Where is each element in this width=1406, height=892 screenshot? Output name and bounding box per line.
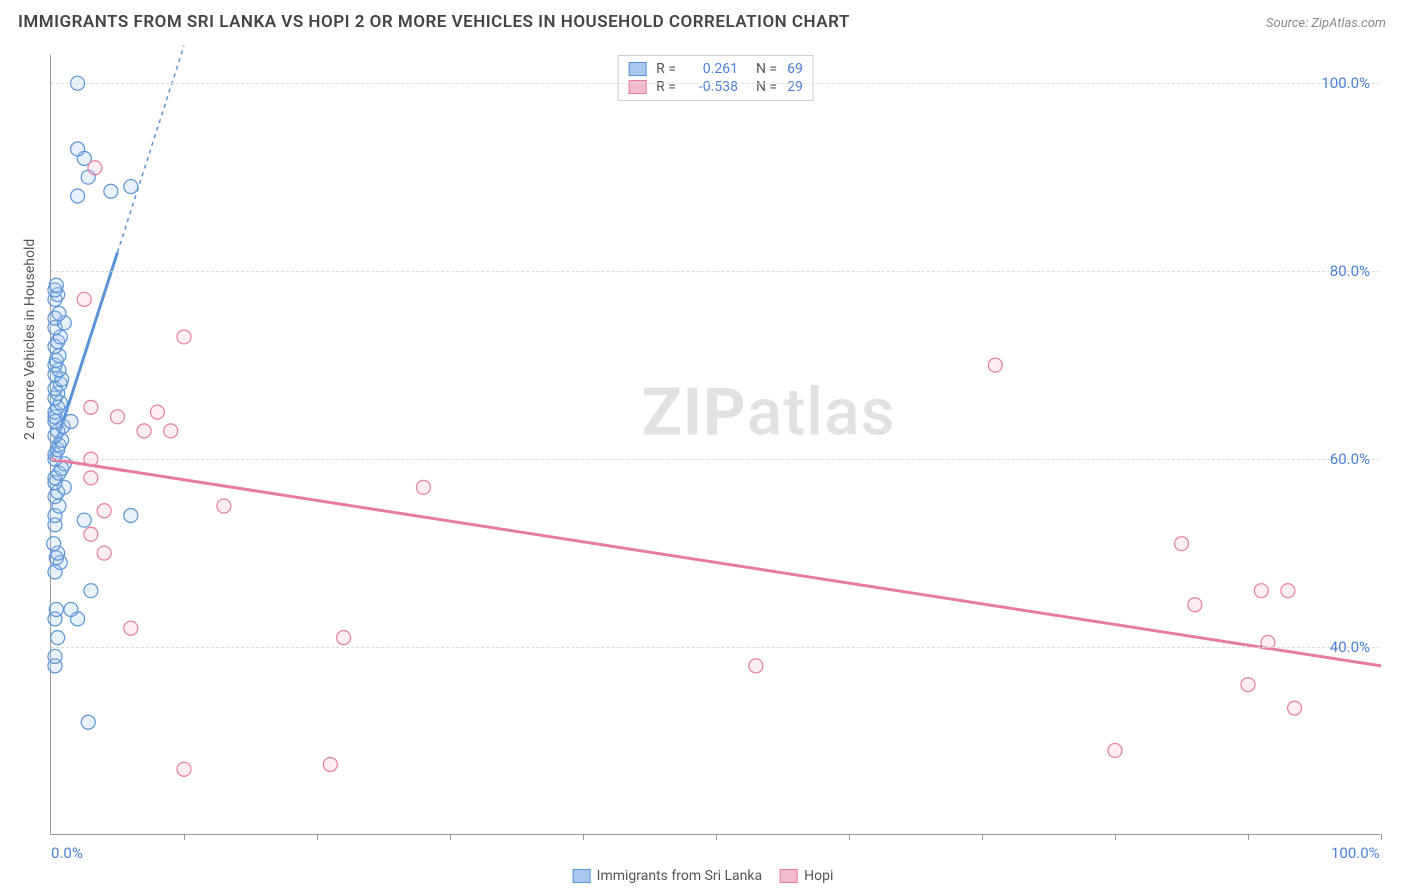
y-tick-label: 60.0% xyxy=(1330,450,1370,468)
legend-item: Immigrants from Sri Lanka xyxy=(573,868,762,884)
x-tick-label: 100.0% xyxy=(1331,844,1380,862)
legend-n-value: 29 xyxy=(787,79,803,95)
legend-n-value: 69 xyxy=(787,61,803,77)
legend-n-label: N = xyxy=(756,79,777,95)
data-point xyxy=(323,758,337,772)
data-point xyxy=(71,142,85,156)
y-axis-label: 2 or more Vehicles in Household xyxy=(22,239,38,440)
tick-v xyxy=(1248,834,1249,840)
data-point xyxy=(97,546,111,560)
data-point xyxy=(337,631,351,645)
data-point xyxy=(52,306,66,320)
data-point xyxy=(177,330,191,344)
legend-swatch xyxy=(628,62,646,76)
data-point xyxy=(1108,743,1122,757)
gridline-h xyxy=(51,271,1380,272)
legend-r-label: R = xyxy=(656,61,676,77)
y-tick-label: 80.0% xyxy=(1330,262,1370,280)
data-point xyxy=(150,405,164,419)
tick-v xyxy=(450,834,451,840)
data-point xyxy=(137,424,151,438)
data-point xyxy=(988,358,1002,372)
data-point xyxy=(88,161,102,175)
y-tick-label: 100.0% xyxy=(1321,74,1370,92)
data-point xyxy=(51,631,65,645)
data-point xyxy=(177,762,191,776)
legend-item: Hopi xyxy=(780,868,833,884)
data-point xyxy=(1254,584,1268,598)
data-point xyxy=(217,499,231,513)
legend-n-label: N = xyxy=(756,61,777,77)
gridline-h xyxy=(51,647,1380,648)
data-point xyxy=(77,513,91,527)
x-tick-label: 0.0% xyxy=(51,844,83,862)
correlation-legend: R = 0.261 N = 69 R = -0.538 N = 29 xyxy=(617,55,814,101)
y-tick-label: 40.0% xyxy=(1330,638,1370,656)
tick-v xyxy=(849,834,850,840)
legend-swatch xyxy=(780,869,798,883)
data-point xyxy=(124,621,138,635)
data-point xyxy=(124,180,138,194)
data-point xyxy=(416,480,430,494)
data-point xyxy=(1288,701,1302,715)
data-point xyxy=(111,410,125,424)
data-point xyxy=(47,537,61,551)
data-point xyxy=(749,659,763,673)
tick-v xyxy=(1115,834,1116,840)
data-point xyxy=(124,508,138,522)
data-point xyxy=(1175,537,1189,551)
tick-v xyxy=(1381,834,1382,840)
data-point xyxy=(84,400,98,414)
data-point xyxy=(97,504,111,518)
legend-r-label: R = xyxy=(656,79,676,95)
data-point xyxy=(1241,678,1255,692)
legend-series-label: Immigrants from Sri Lanka xyxy=(597,868,762,884)
chart-title: IMMIGRANTS FROM SRI LANKA VS HOPI 2 OR M… xyxy=(18,12,850,32)
legend-row: R = 0.261 N = 69 xyxy=(628,60,803,78)
tick-v xyxy=(982,834,983,840)
data-point xyxy=(64,415,78,429)
plot-area: ZIPatlas R =0.261N =69R =-0.538N =29 40.… xyxy=(50,55,1380,835)
gridline-h xyxy=(51,83,1380,84)
data-point xyxy=(71,189,85,203)
data-point xyxy=(48,649,62,663)
gridline-h xyxy=(51,459,1380,460)
tick-v xyxy=(184,834,185,840)
legend-r-value: -0.538 xyxy=(686,79,738,95)
data-point xyxy=(49,602,63,616)
data-point xyxy=(49,278,63,292)
tick-v xyxy=(716,834,717,840)
tick-v xyxy=(317,834,318,840)
data-point xyxy=(84,584,98,598)
data-point xyxy=(104,184,118,198)
data-point xyxy=(84,471,98,485)
data-point xyxy=(81,715,95,729)
legend-swatch xyxy=(628,80,646,94)
legend-series-label: Hopi xyxy=(804,868,833,884)
data-point xyxy=(64,602,78,616)
data-point xyxy=(1188,598,1202,612)
legend-row: R = -0.538 N = 29 xyxy=(628,78,803,96)
plot-svg xyxy=(51,55,1380,834)
data-point xyxy=(1281,584,1295,598)
legend-r-value: 0.261 xyxy=(686,61,738,77)
source-attribution: Source: ZipAtlas.com xyxy=(1266,16,1386,31)
data-point xyxy=(164,424,178,438)
series-legend: Immigrants from Sri Lanka Hopi xyxy=(573,868,834,884)
data-point xyxy=(84,527,98,541)
legend-swatch xyxy=(573,869,591,883)
data-point xyxy=(77,292,91,306)
tick-v xyxy=(583,834,584,840)
